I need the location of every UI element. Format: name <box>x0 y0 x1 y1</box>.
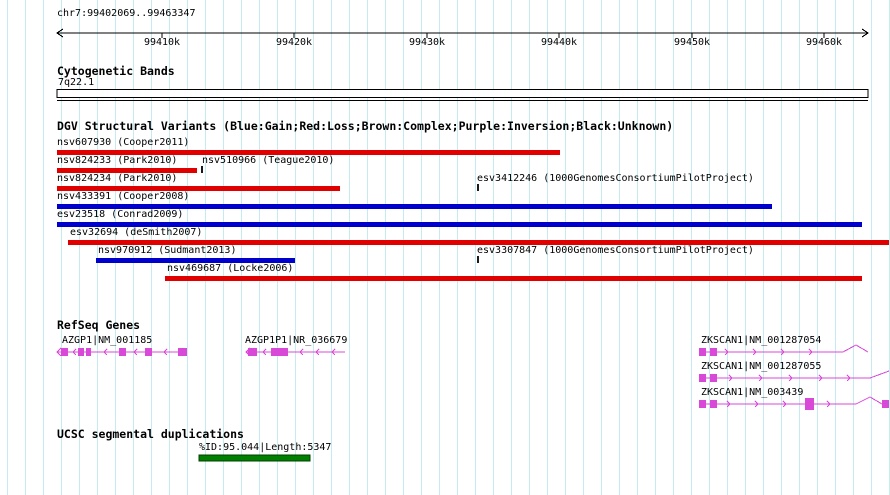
section-title-refseq: RefSeq Genes <box>57 318 141 332</box>
gene-label: AZGP1|NM_001185 <box>62 335 153 346</box>
variant-bar[interactable] <box>477 256 479 263</box>
gene-exon[interactable] <box>699 348 706 356</box>
gene-exon[interactable] <box>78 348 84 356</box>
variant-bar[interactable] <box>96 258 295 263</box>
gene-label: ZKSCAN1|NM_001287055 <box>701 361 822 372</box>
gene-tail-line[interactable] <box>869 396 883 405</box>
strand-chevron-icon <box>315 348 320 356</box>
variant-bar[interactable] <box>165 276 862 281</box>
strand-chevron-icon <box>133 348 138 356</box>
gene-tail-line[interactable] <box>855 344 869 353</box>
variant-label: nsv824233 (Park2010) <box>57 155 178 166</box>
variant-bar[interactable] <box>201 166 203 173</box>
gene-label: ZKSCAN1|NM_003439 <box>701 387 804 398</box>
strand-chevron-icon <box>826 400 831 408</box>
gene-exon[interactable] <box>699 400 706 408</box>
section-title-cytobands: Cytogenetic Bands <box>57 64 175 78</box>
gene-exon[interactable] <box>710 400 717 408</box>
variant-label: nsv510966 (Teague2010) <box>202 155 335 166</box>
section-title-dgv: DGV Structural Variants (Blue:Gain;Red:L… <box>57 119 674 133</box>
strand-chevron-icon <box>758 374 763 382</box>
gene-exon[interactable] <box>61 348 68 356</box>
segdup-bar[interactable] <box>198 454 311 462</box>
gene-exon[interactable] <box>710 374 717 382</box>
strand-chevron-icon <box>72 348 77 356</box>
gene-exon[interactable] <box>699 374 706 382</box>
gene-label: AZGP1P1|NR_036679 <box>245 335 348 346</box>
strand-chevron-icon <box>782 400 787 408</box>
variant-label: nsv607930 (Cooper2011) <box>57 137 190 148</box>
strand-chevron-icon <box>754 400 759 408</box>
variant-label: nsv970912 (Sudmant2013) <box>98 245 237 256</box>
variant-label: nsv469687 (Locke2006) <box>167 263 294 274</box>
ruler-tick-label: 99430k <box>408 37 446 48</box>
ruler-tick-label: 99410k <box>143 37 181 48</box>
gene-exon[interactable] <box>145 348 152 356</box>
ruler-tick-label: 99450k <box>673 37 711 48</box>
strand-chevron-icon <box>299 348 304 356</box>
cytoband-strip[interactable] <box>56 89 869 98</box>
strand-chevron-icon <box>818 374 823 382</box>
gene-end-arrow-icon <box>56 347 62 357</box>
gene-tail-line[interactable] <box>855 396 871 405</box>
gene-exon[interactable] <box>805 398 814 410</box>
gene-exon[interactable] <box>882 400 889 408</box>
variant-bar[interactable] <box>68 240 889 245</box>
variant-label: esv3307847 (1000GenomesConsortiumPilotPr… <box>477 245 754 256</box>
strand-chevron-icon <box>846 374 851 382</box>
cytoband-name: 7q22.1 <box>58 77 95 88</box>
variant-bar[interactable] <box>57 204 772 209</box>
variant-label: nsv824234 (Park2010) <box>57 173 178 184</box>
segdup-label: %ID:95.044|Length:5347 <box>199 442 332 453</box>
strand-chevron-icon <box>262 348 267 356</box>
variant-label: nsv433391 (Cooper2008) <box>57 191 190 202</box>
gene-tail-line[interactable] <box>869 370 890 379</box>
strand-chevron-icon <box>726 400 731 408</box>
gene-exon[interactable] <box>178 348 187 356</box>
strand-chevron-icon <box>728 374 733 382</box>
variant-label: esv3412246 (1000GenomesConsortiumPilotPr… <box>477 173 754 184</box>
gene-tail-line[interactable] <box>842 344 857 353</box>
gene-exon[interactable] <box>119 348 126 356</box>
ruler-tick-label: 99420k <box>275 37 313 48</box>
variant-label: esv32694 (deSmith2007) <box>70 227 203 238</box>
strand-chevron-icon <box>788 374 793 382</box>
variant-bar[interactable] <box>57 150 560 155</box>
region-coordinates: chr7:99402069..99463347 <box>57 8 196 19</box>
strand-chevron-icon <box>724 348 729 356</box>
strand-chevron-icon <box>331 348 336 356</box>
variant-label: esv23518 (Conrad2009) <box>57 209 184 220</box>
variant-bar[interactable] <box>57 168 197 173</box>
gene-end-arrow-icon <box>245 347 251 357</box>
gene-exon[interactable] <box>248 348 257 356</box>
variant-bar[interactable] <box>57 222 862 227</box>
strand-chevron-icon <box>752 348 757 356</box>
ruler-tick-label: 99460k <box>805 37 843 48</box>
gene-exon[interactable] <box>271 348 288 356</box>
gene-exon[interactable] <box>86 348 91 356</box>
strand-chevron-icon <box>808 348 813 356</box>
gene-label: ZKSCAN1|NM_001287054 <box>701 335 822 346</box>
variant-bar[interactable] <box>477 184 479 191</box>
strand-chevron-icon <box>780 348 785 356</box>
strand-chevron-icon <box>103 348 108 356</box>
ruler-arrow-icon <box>56 28 64 38</box>
ruler-tick-label: 99440k <box>540 37 578 48</box>
ruler-arrow-icon <box>861 28 869 38</box>
section-title-segdup: UCSC segmental duplications <box>57 427 244 441</box>
gene-exon[interactable] <box>710 348 717 356</box>
variant-bar[interactable] <box>57 186 340 191</box>
strand-chevron-icon <box>163 348 168 356</box>
